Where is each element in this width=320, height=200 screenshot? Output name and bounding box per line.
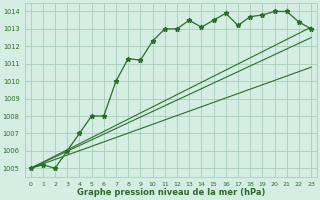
- X-axis label: Graphe pression niveau de la mer (hPa): Graphe pression niveau de la mer (hPa): [77, 188, 265, 197]
